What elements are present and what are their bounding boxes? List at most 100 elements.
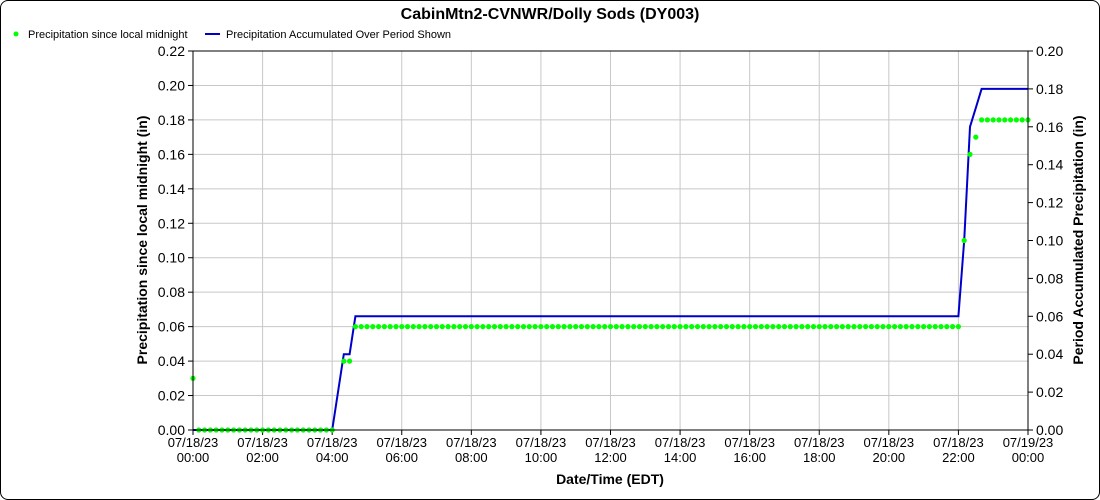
- precip-since-midnight-point: [857, 324, 863, 330]
- x-tick-time: 18:00: [803, 450, 836, 465]
- precip-since-midnight-point: [776, 324, 782, 330]
- precip-since-midnight-point: [544, 324, 550, 330]
- precip-since-midnight-point: [532, 324, 538, 330]
- precip-since-midnight-point: [410, 324, 416, 330]
- precip-since-midnight-point: [880, 324, 886, 330]
- precip-since-midnight-point: [654, 324, 660, 330]
- precip-since-midnight-point: [845, 324, 851, 330]
- y-right-tick-label: 0.12: [1036, 195, 1063, 211]
- y-right-tick-label: 0.20: [1036, 43, 1063, 59]
- y-right-tick-label: 0.04: [1036, 346, 1063, 362]
- precip-since-midnight-point: [636, 324, 643, 330]
- y-left-tick-label: 0.16: [158, 146, 185, 162]
- precip-since-midnight-point: [747, 324, 753, 330]
- precip-since-midnight-point: [816, 324, 822, 330]
- precip-since-midnight-point: [793, 324, 799, 330]
- precip-since-midnight-point: [822, 324, 828, 330]
- y-right-tick-label: 0.18: [1036, 81, 1063, 97]
- precip-since-midnight-point: [671, 324, 677, 330]
- precip-since-midnight-point: [596, 324, 602, 330]
- precip-since-midnight-point: [381, 324, 387, 330]
- precip-since-midnight-point: [805, 324, 811, 330]
- accumulated-precip-line: [193, 87, 1028, 431]
- y-left-tick-label: 0.10: [158, 250, 185, 266]
- precip-since-midnight-point: [926, 324, 933, 330]
- precip-since-midnight-point: [573, 324, 579, 330]
- precip-since-midnight-point: [416, 324, 422, 330]
- precip-since-midnight-point: [352, 324, 358, 330]
- precip-since-midnight-point: [486, 324, 492, 330]
- y-left-tick-label: 0.18: [158, 112, 185, 128]
- x-tick-time: 20:00: [873, 450, 906, 465]
- y-right-tick-label: 0.02: [1036, 384, 1063, 400]
- precip-since-midnight-point: [428, 324, 434, 330]
- precip-since-midnight-point: [892, 324, 898, 330]
- x-tick-time: 00:00: [1012, 450, 1045, 465]
- precip-since-midnight-point: [973, 134, 979, 140]
- precip-since-midnight-point: [1002, 117, 1008, 123]
- precip-since-midnight-point: [921, 324, 927, 330]
- precip-since-midnight-point: [555, 324, 561, 330]
- y-right-tick-label: 0.08: [1036, 270, 1063, 286]
- precip-since-midnight-point: [376, 324, 382, 330]
- legend-label-scatter: Precipitation since local midnight: [28, 29, 188, 41]
- precip-since-midnight-point: [781, 324, 788, 330]
- precip-since-midnight-point: [538, 324, 544, 330]
- y-right-tick-label: 0.06: [1036, 308, 1063, 324]
- precip-since-midnight-point: [909, 324, 915, 330]
- x-tick-date: 07/18/23: [516, 435, 567, 450]
- precip-since-midnight-point: [503, 324, 509, 330]
- y-left-tick-label: 0.20: [158, 77, 185, 93]
- y-left-tick-label: 0.06: [158, 319, 185, 335]
- y-left-tick-label: 0.00: [158, 422, 185, 438]
- precip-since-midnight-point: [961, 237, 967, 244]
- x-axis-ticks: 07/18/2300:0007/18/2302:0007/18/2304:000…: [168, 430, 1053, 465]
- y-right-tick-label: 0.16: [1036, 119, 1063, 135]
- precip-since-midnight-point: [950, 324, 956, 330]
- precip-since-midnight-point: [399, 324, 405, 330]
- precip-since-midnight-point: [741, 324, 747, 330]
- precip-since-midnight-point: [799, 324, 805, 330]
- precip-since-midnight-point: [915, 324, 921, 330]
- precip-since-midnight-point: [561, 324, 567, 330]
- precip-since-midnight-point: [718, 324, 724, 330]
- x-tick-date: 07/18/23: [933, 435, 984, 450]
- legend-marker-scatter: [13, 31, 19, 37]
- precip-since-midnight-point: [451, 324, 457, 330]
- x-tick-date: 07/18/23: [307, 435, 358, 450]
- precip-since-midnight-point: [497, 324, 503, 330]
- precip-since-midnight-point: [660, 324, 666, 330]
- legend-label-line: Precipitation Accumulated Over Period Sh…: [226, 29, 451, 41]
- precip-since-midnight-point: [810, 324, 817, 330]
- precip-since-midnight-point: [665, 324, 672, 330]
- precip-since-midnight-point: [944, 324, 950, 330]
- precip-since-midnight-point: [642, 324, 648, 330]
- precip-since-midnight-point: [851, 324, 857, 330]
- precip-since-midnight-point: [433, 324, 440, 330]
- x-tick-time: 22:00: [942, 450, 975, 465]
- precip-since-midnight-point: [967, 151, 973, 157]
- precip-since-midnight-point: [347, 358, 353, 364]
- precip-since-midnight-point: [341, 358, 347, 364]
- y-axis-left-label: Precipitation since local midnight (in): [134, 116, 150, 365]
- x-tick-time: 06:00: [385, 450, 418, 465]
- y-left-tick-label: 0.08: [158, 284, 185, 300]
- precip-since-midnight-point: [584, 324, 590, 330]
- x-tick-time: 04:00: [316, 450, 349, 465]
- y-left-tick-label: 0.04: [158, 353, 185, 369]
- y-left-tick-label: 0.02: [158, 388, 185, 404]
- precip-since-midnight-point: [955, 324, 962, 330]
- precip-since-midnight-point: [689, 324, 695, 330]
- precip-since-midnight-point: [874, 324, 880, 330]
- precip-since-midnight-point: [706, 324, 712, 330]
- precip-since-midnight-point: [491, 324, 498, 330]
- y-right-tick-label: 0.10: [1036, 233, 1063, 249]
- y-axis-right-label: Period Accumulated Precipitation (in): [1070, 115, 1086, 364]
- y-left-tick-label: 0.12: [158, 215, 185, 231]
- precip-since-midnight-point: [897, 324, 904, 330]
- precip-since-midnight-point: [468, 324, 474, 330]
- precip-since-midnight-point: [758, 324, 764, 330]
- x-tick-date: 07/18/23: [794, 435, 845, 450]
- x-tick-time: 14:00: [664, 450, 697, 465]
- y-left-tick-label: 0.14: [158, 181, 185, 197]
